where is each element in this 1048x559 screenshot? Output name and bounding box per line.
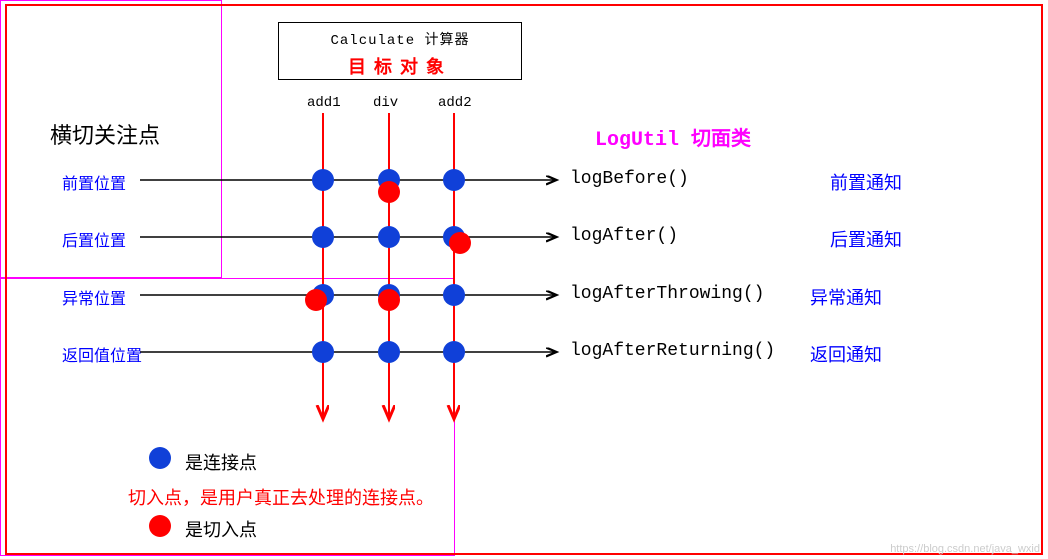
advice-label-3: 返回通知 [810, 341, 882, 367]
title-line1: Calculate 计算器 [279, 29, 521, 49]
aspect-method-2: logAfterThrowing() [570, 284, 764, 304]
legend-blue-label: 是连接点 [185, 449, 257, 475]
legend-red-sentence: 切入点，是用户真正去处理的连接点。 [128, 484, 434, 510]
advice-label-2: 异常通知 [810, 284, 882, 310]
advice-label-0: 前置通知 [830, 169, 902, 195]
aspect-method-1: logAfter() [570, 226, 678, 246]
crosscut-title: 横切关注点 [50, 118, 160, 150]
advice-label-1: 后置通知 [830, 226, 902, 252]
outer-border [5, 4, 1043, 555]
crosscut-item-0: 前置位置 [62, 170, 126, 194]
crosscut-item-3: 返回值位置 [62, 342, 142, 366]
aspect-method-0: logBefore() [570, 169, 689, 189]
legend-red-label: 是切入点 [185, 516, 257, 542]
column-label-add1: add1 [307, 95, 341, 111]
title-line2: 目标对象 [279, 53, 521, 79]
crosscut-item-1: 后置位置 [62, 227, 126, 251]
aspect-method-3: logAfterReturning() [570, 341, 775, 361]
crosscut-item-2: 异常位置 [62, 285, 126, 309]
aspect-title: LogUtil 切面类 [595, 122, 751, 152]
diagram-canvas: Calculate 计算器 目标对象 横切关注点 LogUtil 切面类 add… [0, 0, 1048, 559]
watermark: https://blog.csdn.net/java_wxid [890, 543, 1040, 555]
column-label-add2: add2 [438, 95, 472, 111]
target-title-box: Calculate 计算器 目标对象 [278, 22, 522, 80]
column-label-div: div [373, 95, 398, 111]
